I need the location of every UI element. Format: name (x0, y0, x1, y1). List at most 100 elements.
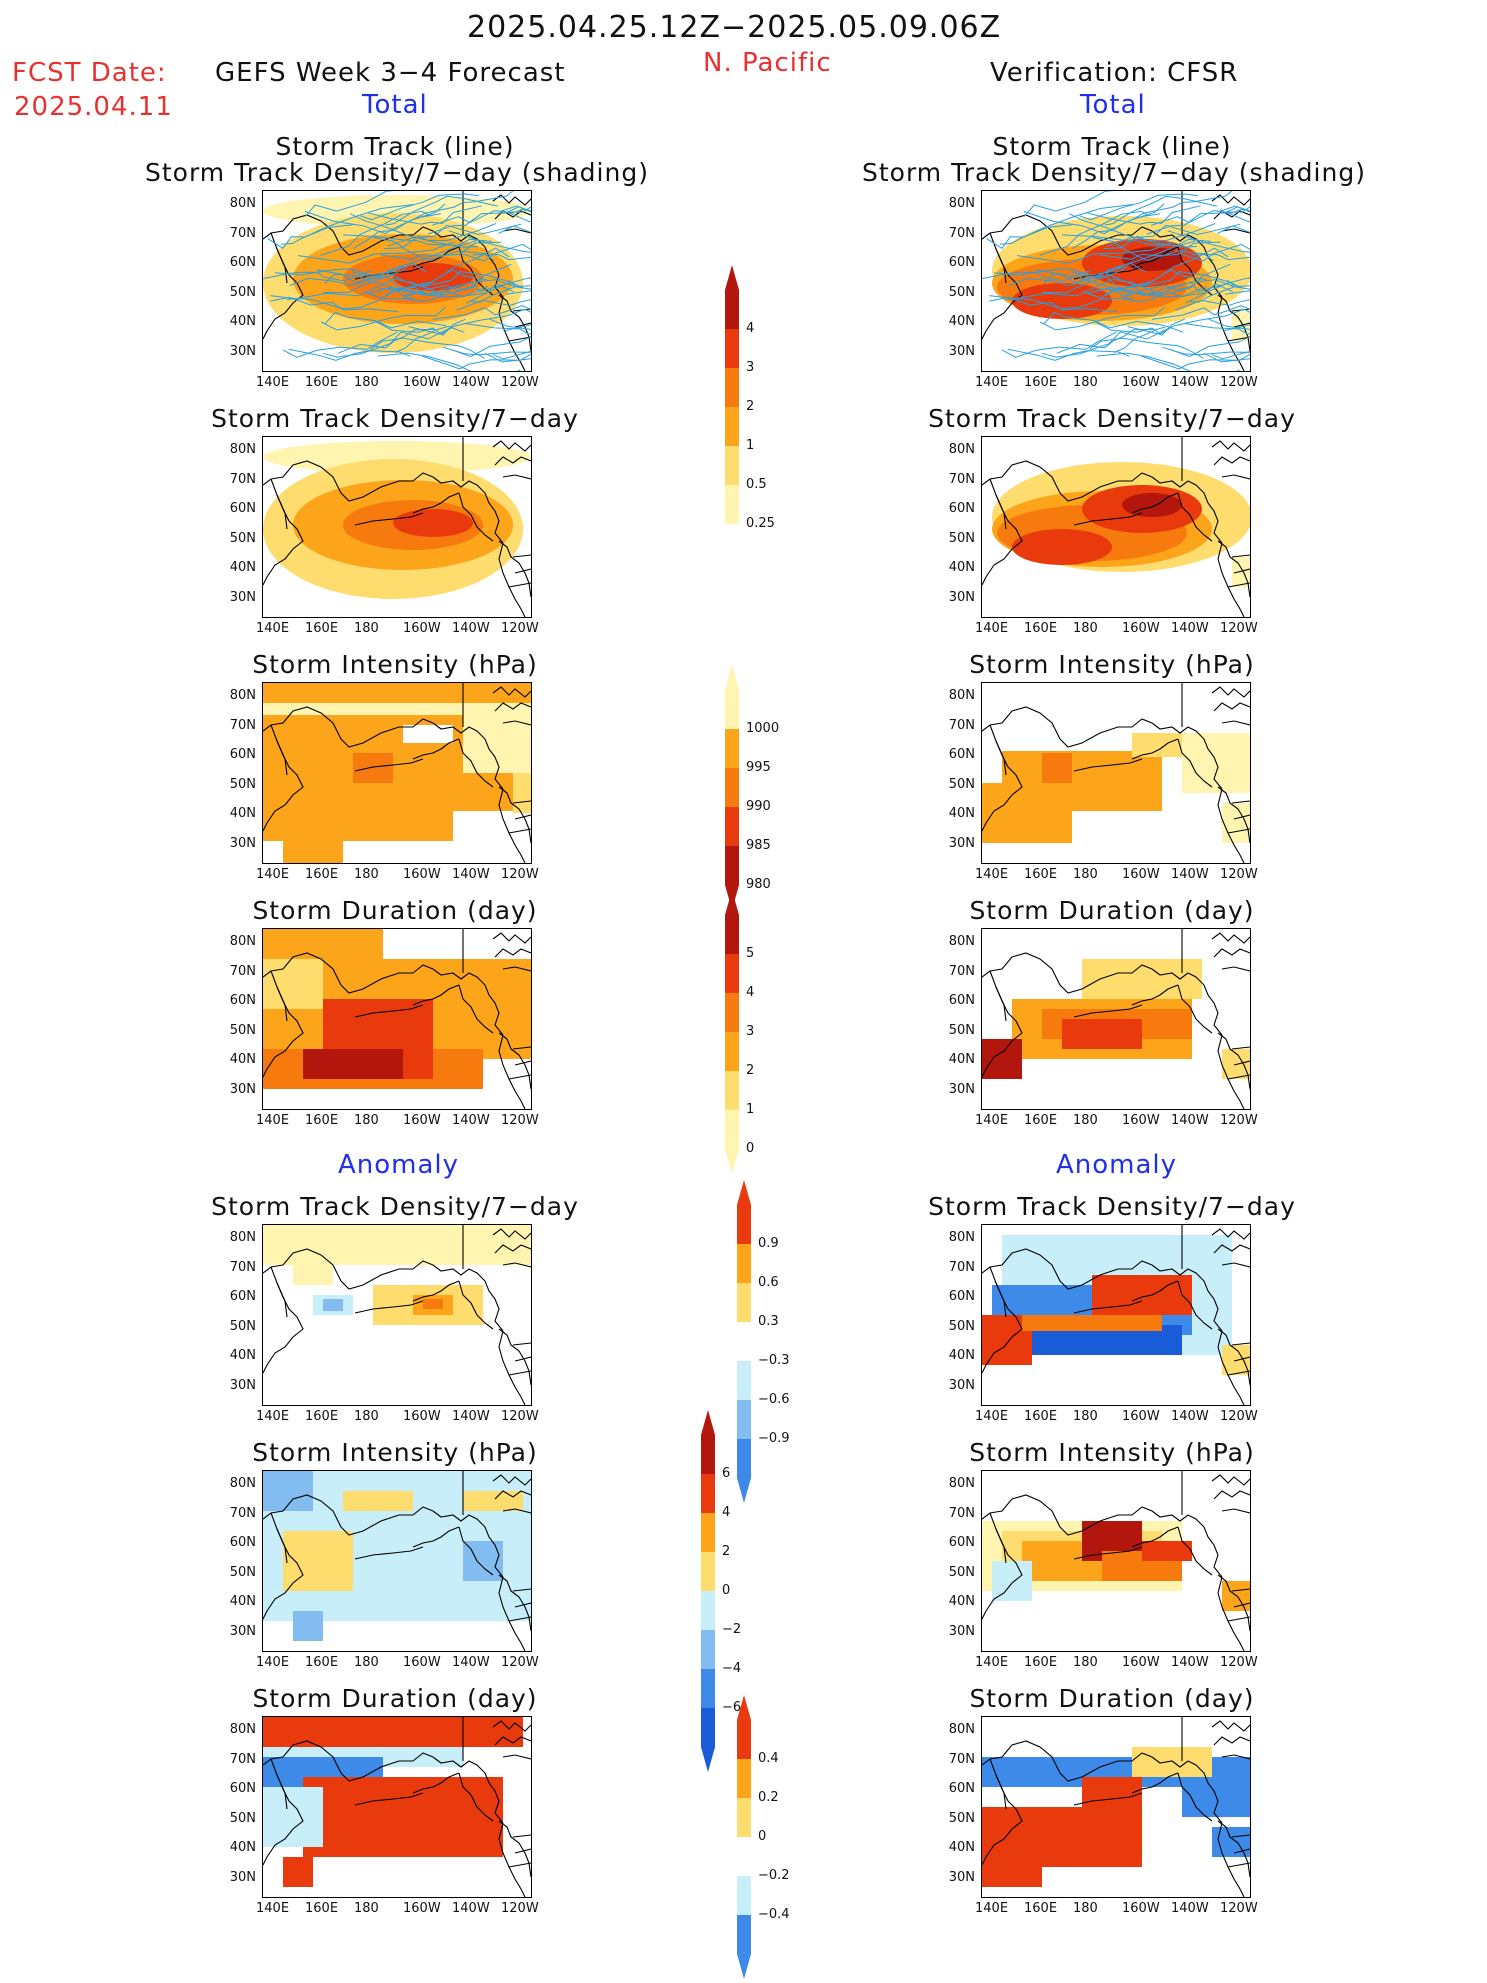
lat-tick-label: 30N (229, 835, 256, 851)
lon-tick-label: 140E (975, 1655, 1009, 1670)
lat-tick-label: 80N (229, 1230, 256, 1245)
lat-tick-label: 80N (229, 1476, 256, 1491)
lon-tick-label: 120W (501, 1655, 539, 1670)
lon-tick-label: 160W (1122, 621, 1160, 636)
lat-tick-label: 80N (229, 196, 256, 211)
lat-tick-label: 30N (948, 1377, 975, 1393)
lon-tick-label: 120W (501, 621, 539, 636)
lon-tick-label: 140E (256, 1409, 290, 1424)
lon-tick-label: 140W (1171, 1655, 1209, 1670)
lon-tick-label: 160E (305, 867, 339, 882)
lat-tick-label: 60N (229, 255, 256, 270)
colorbar-tick-label: 980 (746, 877, 771, 892)
lon-tick-label: 180 (354, 1655, 379, 1670)
left-anom-duration-map (262, 1716, 532, 1898)
lon-tick-label: 140W (1171, 375, 1209, 390)
lat-tick-label: 40N (229, 1052, 256, 1067)
lat-tick-label: 40N (229, 1594, 256, 1609)
lat-tick-label: 30N (948, 1869, 975, 1885)
lon-tick-label: 180 (354, 1409, 379, 1424)
lat-tick-label: 40N (229, 1840, 256, 1855)
lat-tick-label: 70N (229, 1505, 256, 1521)
lat-tick-label: 30N (948, 589, 975, 605)
lat-tick-label: 50N (229, 530, 256, 546)
lat-tick-label: 60N (229, 747, 256, 762)
colorbar-tick-label: 0.4 (758, 1751, 779, 1766)
lat-tick-label: 50N (948, 1022, 975, 1038)
lat-tick-label: 80N (229, 1722, 256, 1737)
lon-tick-label: 160E (1024, 867, 1058, 882)
colorbar-tick-label: 2 (746, 1063, 755, 1078)
right-duration-map (981, 928, 1251, 1110)
lon-tick-label: 160W (403, 1901, 441, 1916)
lon-tick-label: 140E (256, 1901, 290, 1916)
lon-tick-label: 120W (501, 1409, 539, 1424)
right-anom-intensity-title: Storm Intensity (hPa) (969, 1438, 1255, 1467)
colorbar-tick-label: 0.5 (746, 477, 767, 492)
lon-tick-label: 140W (1171, 1409, 1209, 1424)
lat-tick-label: 80N (948, 1722, 975, 1737)
colorbar-tick-label: 4 (722, 1505, 731, 1520)
left-column-title: GEFS Week 3−4 Forecast (215, 58, 566, 88)
colorbar-tick-label: 0.9 (758, 1236, 779, 1251)
lat-tick-label: 80N (948, 1476, 975, 1491)
anomaly-label-right: Anomaly (1056, 1150, 1178, 1180)
lat-tick-label: 70N (948, 1751, 975, 1767)
colorbar-tick-label: −0.2 (758, 1868, 790, 1883)
lon-tick-label: 160W (403, 375, 441, 390)
lat-tick-label: 60N (229, 993, 256, 1008)
lon-tick-label: 140E (975, 375, 1009, 390)
lat-tick-label: 60N (948, 1535, 975, 1550)
lon-tick-label: 120W (1220, 1901, 1258, 1916)
lon-tick-label: 180 (1073, 1409, 1098, 1424)
colorbar-tick-label: −0.3 (758, 1353, 790, 1368)
density-anom-colorbar (736, 1180, 752, 1507)
right-p1-title-line1: Storm Track (line) (992, 132, 1232, 161)
lat-tick-label: 30N (948, 343, 975, 359)
left-duration-map (262, 928, 532, 1110)
lat-tick-label: 60N (948, 993, 975, 1008)
lon-tick-label: 120W (1220, 1409, 1258, 1424)
lat-tick-label: 70N (948, 1505, 975, 1521)
colorbar-tick-label: 1000 (746, 721, 780, 736)
lon-tick-label: 140E (975, 1113, 1009, 1128)
lat-tick-label: 30N (948, 1081, 975, 1097)
lon-tick-label: 160E (1024, 375, 1058, 390)
total-label-right: Total (1080, 90, 1146, 120)
lon-tick-label: 160W (1122, 1655, 1160, 1670)
lon-tick-label: 120W (1220, 375, 1258, 390)
lat-tick-label: 80N (948, 934, 975, 949)
lat-tick-label: 80N (229, 934, 256, 949)
lat-tick-label: 40N (948, 560, 975, 575)
colorbar-tick-label: −6 (722, 1700, 742, 1715)
lat-tick-label: 30N (229, 1081, 256, 1097)
colorbar-tick-label: −4 (722, 1661, 742, 1676)
lon-tick-label: 160E (305, 1113, 339, 1128)
lon-tick-label: 140W (452, 867, 490, 882)
lon-tick-label: 120W (1220, 621, 1258, 636)
lon-tick-label: 160W (1122, 1113, 1160, 1128)
lat-tick-label: 50N (229, 284, 256, 300)
colorbar-tick-label: −0.9 (758, 1431, 790, 1446)
lon-tick-label: 180 (1073, 867, 1098, 882)
lat-tick-label: 80N (948, 196, 975, 211)
colorbar-tick-label: 985 (746, 838, 771, 853)
lon-tick-label: 120W (501, 867, 539, 882)
right-anom-density-map (981, 1224, 1251, 1406)
lat-tick-label: 70N (229, 1751, 256, 1767)
lon-tick-label: 140W (452, 621, 490, 636)
lat-tick-label: 40N (229, 806, 256, 821)
lon-tick-label: 160E (1024, 1409, 1058, 1424)
lon-tick-label: 120W (501, 1901, 539, 1916)
colorbar-tick-label: 990 (746, 799, 771, 814)
lon-tick-label: 180 (354, 1113, 379, 1128)
lat-tick-label: 60N (229, 1289, 256, 1304)
colorbar-tick-label: 0.3 (758, 1314, 779, 1329)
colorbar-tick-label: 6 (722, 1466, 731, 1481)
lon-tick-label: 120W (1220, 867, 1258, 882)
lat-tick-label: 80N (948, 442, 975, 457)
colorbar-tick-label: 0 (722, 1583, 731, 1598)
lon-tick-label: 120W (1220, 1113, 1258, 1128)
colorbar-tick-label: −0.6 (758, 1392, 790, 1407)
lon-tick-label: 120W (1220, 1655, 1258, 1670)
